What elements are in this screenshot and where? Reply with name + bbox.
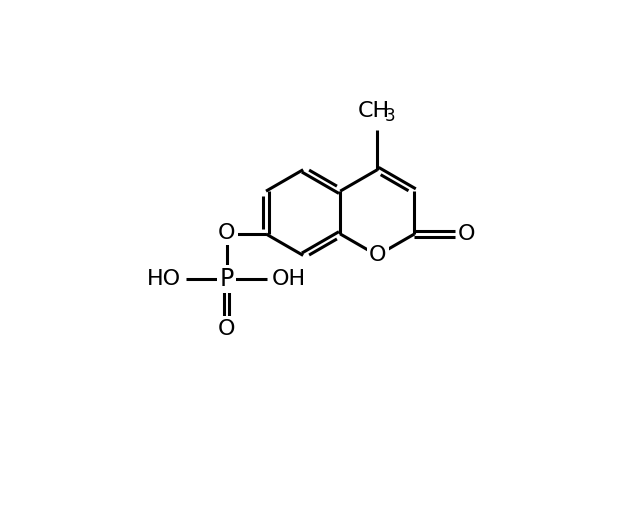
Text: 3: 3	[385, 107, 396, 125]
Text: O: O	[218, 319, 236, 339]
Text: O: O	[369, 245, 387, 266]
Text: OH: OH	[272, 269, 307, 289]
Text: P: P	[220, 267, 234, 291]
Text: O: O	[458, 224, 476, 244]
Text: CH: CH	[358, 101, 390, 121]
Text: HO: HO	[147, 269, 181, 289]
Text: O: O	[218, 223, 236, 243]
